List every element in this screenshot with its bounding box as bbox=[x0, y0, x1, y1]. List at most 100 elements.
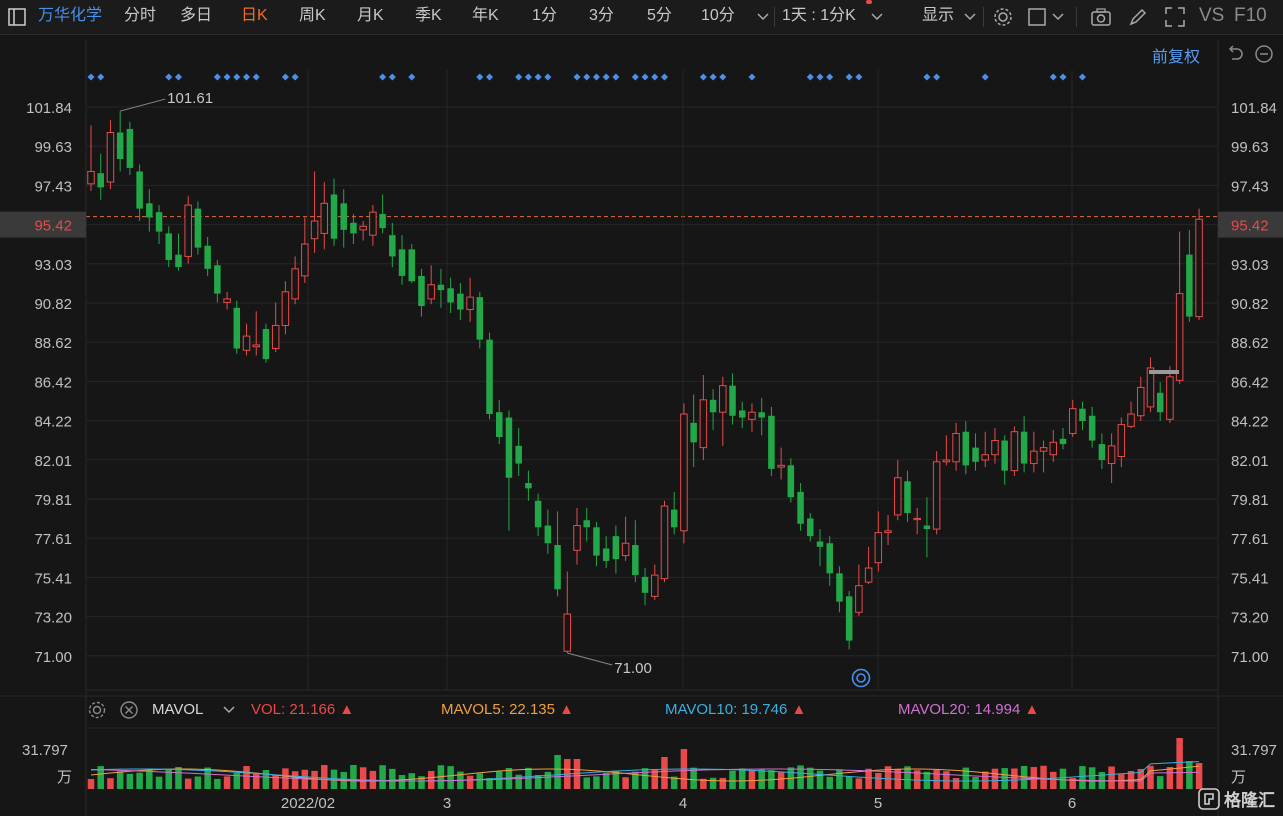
candle[interactable] bbox=[942, 435, 951, 466]
event-dot[interactable] bbox=[97, 73, 105, 81]
event-dot[interactable] bbox=[806, 73, 814, 81]
candle[interactable] bbox=[738, 401, 746, 429]
event-marker-icon[interactable] bbox=[851, 668, 871, 688]
tab-10min[interactable]: 10分 bbox=[701, 7, 735, 24]
candle[interactable] bbox=[1059, 428, 1067, 450]
candle[interactable] bbox=[884, 514, 892, 546]
candle[interactable] bbox=[660, 500, 669, 583]
candle[interactable] bbox=[816, 529, 824, 567]
candle[interactable] bbox=[1117, 417, 1126, 468]
candle[interactable] bbox=[379, 194, 386, 234]
candle[interactable] bbox=[680, 403, 688, 544]
candle[interactable] bbox=[1010, 426, 1019, 476]
candle[interactable] bbox=[116, 111, 124, 172]
event-dot[interactable] bbox=[709, 73, 717, 81]
candle[interactable] bbox=[709, 389, 717, 430]
event-dot[interactable] bbox=[291, 73, 299, 81]
event-dot[interactable] bbox=[1059, 73, 1067, 81]
candle[interactable] bbox=[699, 375, 708, 461]
candle[interactable] bbox=[350, 213, 357, 245]
candle[interactable] bbox=[641, 568, 649, 606]
candle[interactable] bbox=[126, 121, 134, 175]
chevron-down-icon[interactable] bbox=[753, 0, 773, 34]
undo-icon[interactable] bbox=[1224, 40, 1246, 68]
candle[interactable] bbox=[505, 410, 513, 531]
candle[interactable] bbox=[563, 571, 572, 653]
candle[interactable] bbox=[544, 509, 552, 554]
candle[interactable] bbox=[845, 591, 853, 650]
tab-niank[interactable]: 年K bbox=[472, 7, 499, 24]
event-dot[interactable] bbox=[631, 73, 639, 81]
event-dot[interactable] bbox=[592, 73, 600, 81]
candle[interactable] bbox=[1098, 433, 1106, 469]
event-dot[interactable] bbox=[165, 73, 173, 81]
candle[interactable] bbox=[583, 507, 590, 542]
candle[interactable] bbox=[291, 256, 299, 305]
candle[interactable] bbox=[952, 422, 960, 471]
event-dot[interactable] bbox=[651, 73, 659, 81]
candle[interactable] bbox=[621, 516, 630, 561]
candle[interactable] bbox=[106, 120, 115, 190]
candle[interactable] bbox=[214, 259, 221, 303]
candle[interactable] bbox=[1166, 366, 1174, 423]
candle[interactable] bbox=[427, 265, 435, 305]
candle[interactable] bbox=[729, 373, 736, 425]
event-dot[interactable] bbox=[699, 73, 707, 81]
candle[interactable] bbox=[904, 470, 911, 522]
chevron-down-icon[interactable] bbox=[868, 0, 886, 34]
tab-3min[interactable]: 3分 bbox=[589, 7, 614, 24]
candle[interactable] bbox=[194, 201, 202, 255]
candle[interactable] bbox=[1107, 433, 1116, 484]
checkbox-icon[interactable] bbox=[1026, 0, 1048, 34]
candle[interactable] bbox=[155, 205, 163, 245]
candle[interactable] bbox=[242, 323, 251, 356]
candle[interactable] bbox=[874, 511, 883, 572]
adjust-mode-label[interactable]: 前复权 bbox=[1152, 49, 1201, 66]
f10-button[interactable]: F10 bbox=[1234, 5, 1267, 26]
candle[interactable] bbox=[262, 323, 270, 363]
event-dot[interactable] bbox=[379, 73, 387, 81]
candle[interactable] bbox=[486, 332, 493, 420]
candle[interactable] bbox=[1137, 376, 1145, 422]
tab-5min[interactable]: 5分 bbox=[647, 7, 672, 24]
event-dot[interactable] bbox=[816, 73, 824, 81]
candle[interactable] bbox=[612, 525, 620, 574]
candle[interactable] bbox=[252, 311, 260, 356]
candle[interactable] bbox=[301, 217, 309, 283]
candle[interactable] bbox=[369, 205, 377, 246]
indicator-name[interactable]: MAVOL bbox=[152, 701, 204, 718]
candle[interactable] bbox=[748, 403, 756, 432]
candle[interactable] bbox=[1127, 401, 1135, 429]
candle[interactable] bbox=[972, 433, 979, 471]
event-dot[interactable] bbox=[583, 73, 591, 81]
event-dot[interactable] bbox=[223, 73, 231, 81]
candle[interactable] bbox=[146, 189, 153, 232]
candle[interactable] bbox=[1068, 399, 1077, 438]
candle[interactable] bbox=[855, 564, 863, 616]
candle[interactable] bbox=[719, 376, 727, 446]
candle[interactable] bbox=[573, 507, 581, 565]
display-menu[interactable]: 显示 bbox=[922, 7, 955, 24]
candle[interactable] bbox=[864, 546, 873, 584]
sidebar-toggle-icon[interactable] bbox=[6, 0, 28, 34]
event-dot[interactable] bbox=[660, 73, 669, 81]
candle[interactable] bbox=[447, 277, 454, 314]
chevron-down-icon[interactable] bbox=[1050, 0, 1066, 34]
event-dot[interactable] bbox=[213, 73, 221, 81]
candle[interactable] bbox=[602, 536, 610, 569]
candle[interactable] bbox=[389, 222, 396, 268]
candle[interactable] bbox=[398, 235, 406, 285]
event-dot[interactable] bbox=[174, 73, 183, 81]
candle[interactable] bbox=[1186, 229, 1193, 322]
candle[interactable] bbox=[1001, 435, 1008, 485]
camera-icon[interactable] bbox=[1088, 0, 1114, 34]
candle[interactable] bbox=[466, 277, 474, 322]
tab-yuek[interactable]: 月K bbox=[357, 7, 384, 24]
candle[interactable] bbox=[836, 566, 843, 613]
candle[interactable] bbox=[495, 399, 503, 445]
candle[interactable] bbox=[1146, 357, 1155, 413]
candle[interactable] bbox=[1156, 382, 1164, 422]
event-dot[interactable] bbox=[641, 73, 649, 81]
candle[interactable] bbox=[525, 470, 532, 501]
candle[interactable] bbox=[913, 507, 921, 535]
